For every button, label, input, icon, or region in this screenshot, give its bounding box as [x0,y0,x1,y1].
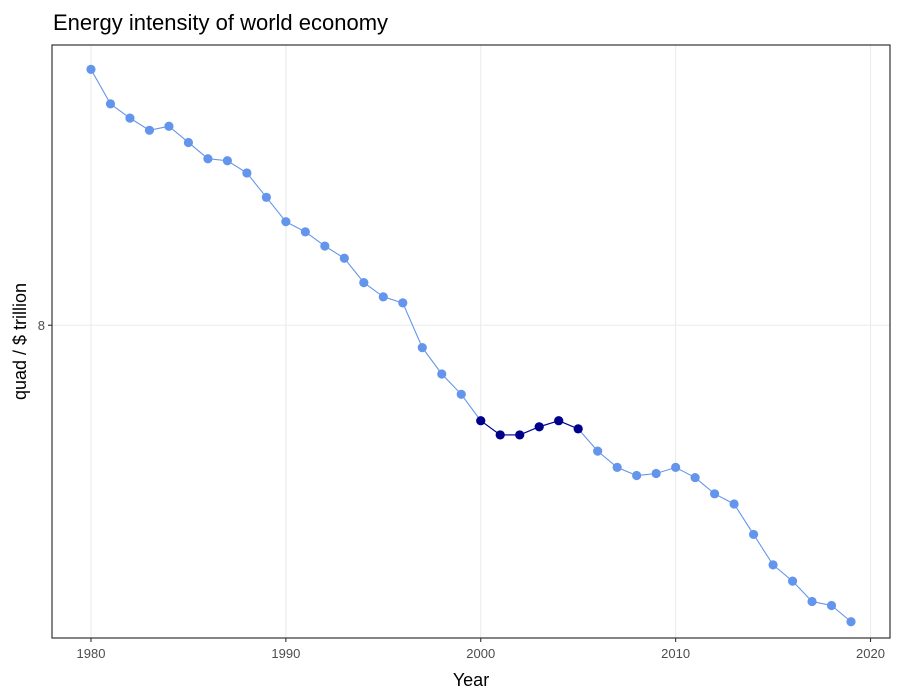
y-tick-label: 8 [38,318,45,333]
panel-border [51,44,891,639]
grid [52,45,890,638]
data-point [242,168,252,178]
data-point [144,125,155,135]
data-point [593,446,603,456]
data-point [690,472,700,483]
data-point [495,430,505,440]
y-axis-title: quad / $ trillion [10,283,30,400]
x-tick-label: 2000 [466,646,495,661]
data-point [748,529,759,540]
data-point [203,154,213,164]
data-point [671,462,681,473]
data-point [300,227,310,237]
series-line [90,69,852,623]
x-axis-title: Year [453,670,489,690]
data-point [281,217,291,227]
data-point [105,99,116,109]
x-tick-label: 2020 [856,646,885,661]
data-point [534,422,544,432]
data-point [476,416,486,426]
data-point [787,576,798,586]
series-2 [476,416,583,440]
data-point [573,424,583,434]
data-point [339,253,349,263]
x-tick-label: 1990 [271,646,300,661]
series-layer [86,64,856,627]
data-point [768,560,778,570]
data-point [632,470,642,481]
data-point [651,468,661,479]
data-point [417,342,427,353]
data-point [710,489,720,499]
data-point [515,430,525,440]
data-point [86,64,96,74]
data-point [456,389,466,399]
data-point [729,499,739,509]
data-point [612,462,622,473]
data-point [807,596,817,607]
data-point [359,278,369,288]
series-line [480,420,579,436]
data-point [398,298,408,308]
data-point [183,137,194,148]
data-point [125,113,135,123]
chart-title: Energy intensity of world economy [53,10,388,35]
data-point [222,156,232,166]
data-point [554,416,564,426]
x-tick-label: 1980 [77,646,106,661]
x-tick-label: 2010 [661,646,690,661]
data-point [261,192,271,202]
data-point [378,292,388,302]
data-point [164,121,174,131]
data-point [846,617,856,627]
axes: 1980 1990 2000 2010 2020 8 [38,318,885,661]
data-point [826,600,837,611]
data-point [437,369,447,379]
data-point [320,241,330,251]
series-1 [86,64,856,627]
